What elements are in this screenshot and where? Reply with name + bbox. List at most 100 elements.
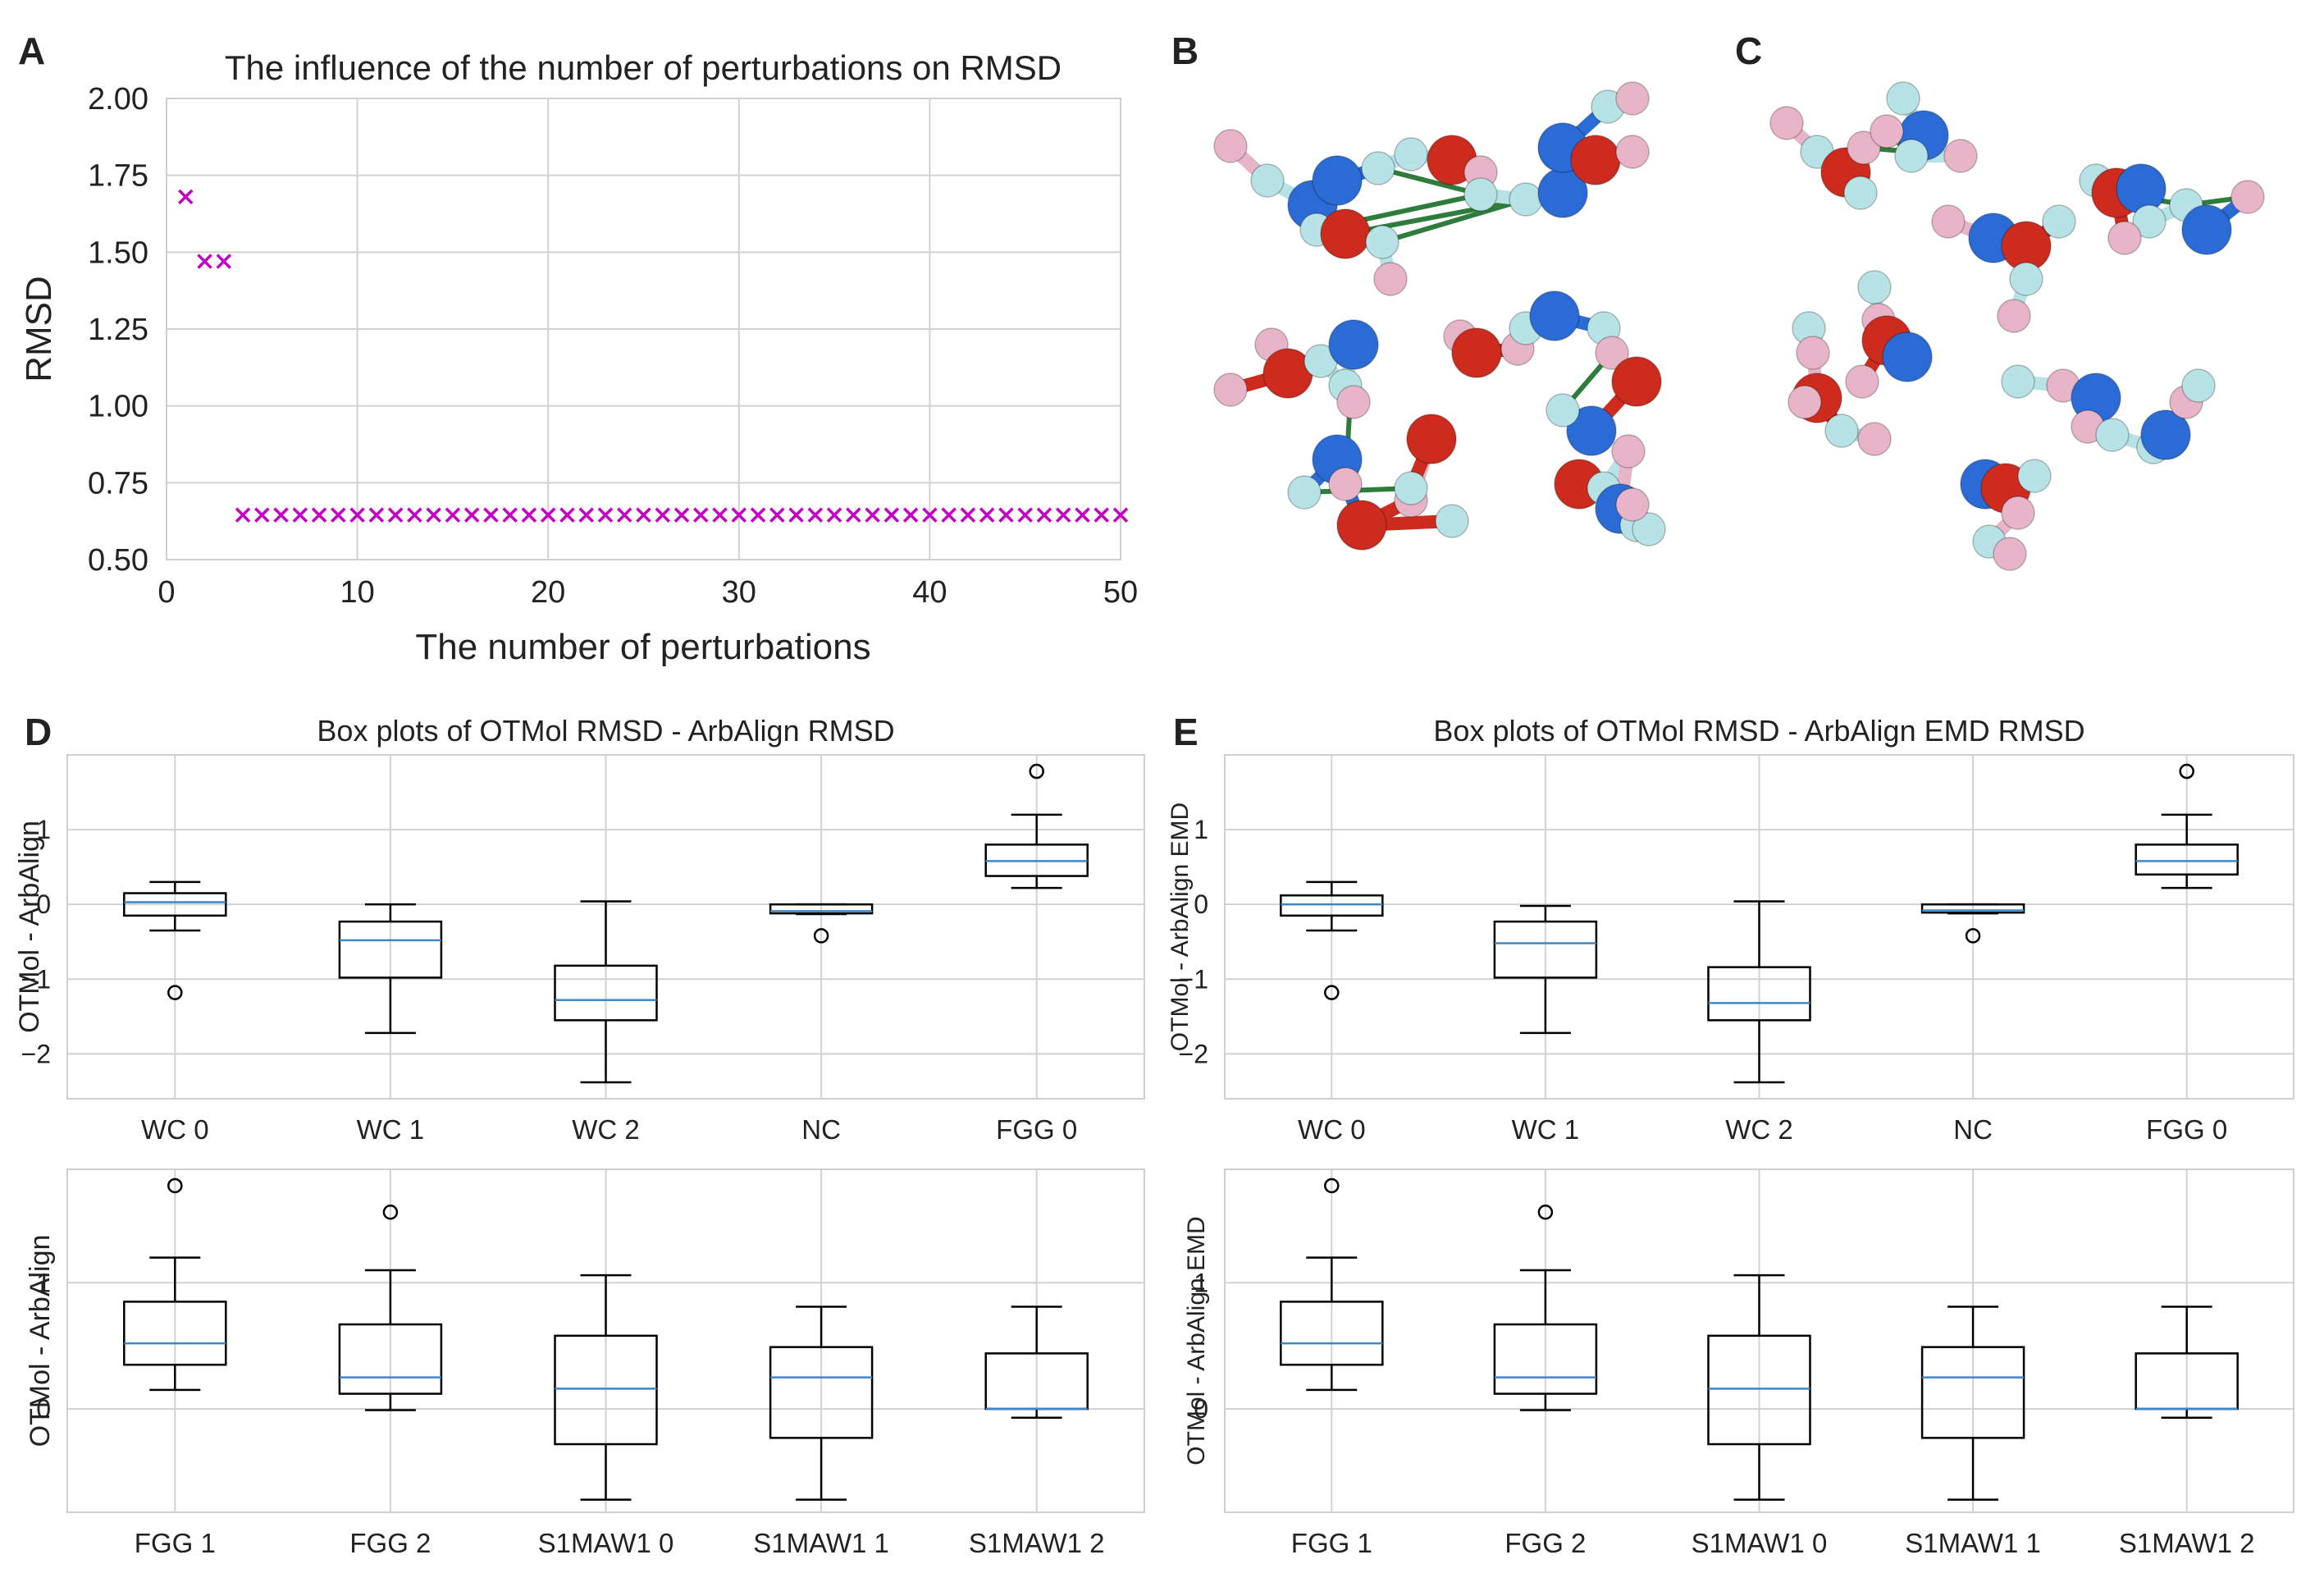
- atom: [1566, 405, 1617, 456]
- atom: [1997, 299, 2031, 333]
- scatter-point: [960, 507, 976, 523]
- box-flier: [1537, 1205, 1554, 1220]
- hydrogen-bond: [1381, 197, 1527, 245]
- y-axis-label: RMSD: [19, 276, 59, 382]
- atom: [1529, 290, 1580, 341]
- scatter-point: [311, 507, 327, 523]
- atom: [1509, 182, 1543, 217]
- panel-letter-a: A: [18, 30, 45, 72]
- atom: [1931, 204, 1966, 239]
- atom: [2107, 221, 2142, 255]
- scatter-point: [865, 507, 880, 523]
- atom: [1894, 139, 1929, 173]
- atom: [1406, 414, 1457, 464]
- y-tick-label: 1: [1194, 815, 1208, 844]
- x-tick-label: FGG 1: [135, 1528, 216, 1558]
- panel-letter-e: E: [1173, 711, 1199, 753]
- atom: [1394, 137, 1428, 171]
- x-tick-label: 50: [1103, 575, 1138, 610]
- scatter-point: [407, 507, 422, 523]
- x-tick-label: S1MAW1 2: [969, 1528, 1105, 1558]
- atom: [1796, 336, 1830, 370]
- scatter-point: [883, 507, 900, 523]
- atom: [1336, 500, 1387, 551]
- scatter-point: [331, 507, 346, 523]
- atom: [1595, 336, 1629, 370]
- atom: [2001, 364, 2035, 399]
- atom: [1824, 414, 1859, 448]
- y-tick-label: 0: [36, 889, 51, 919]
- scatter-point: [693, 507, 709, 523]
- scatter-point: [426, 507, 441, 523]
- scatter-point: [731, 507, 747, 523]
- atom: [2009, 262, 2043, 296]
- y-tick-label: 1: [36, 815, 51, 844]
- x-tick-label: 0: [158, 575, 175, 610]
- scatter-point: [807, 507, 824, 523]
- scatter-point: [1017, 507, 1033, 523]
- panel-letter-c: C: [1735, 30, 1762, 72]
- y-tick-label: 0: [1194, 889, 1208, 919]
- atom: [1320, 208, 1371, 259]
- y-tick-label: 1: [1194, 1268, 1208, 1297]
- x-tick-label: NC: [801, 1114, 841, 1145]
- box-iqr: [769, 1346, 874, 1439]
- box-flier: [1029, 763, 1044, 780]
- atom: [1328, 319, 1379, 370]
- atom: [1451, 327, 1502, 378]
- y-tick-label: −1: [21, 964, 51, 994]
- y-axis-label: OTMol - ArbAlign: [25, 1235, 56, 1447]
- atom: [2132, 204, 2166, 239]
- scatter-point: [349, 507, 365, 523]
- atom: [2230, 180, 2265, 214]
- box-iqr: [554, 1334, 658, 1446]
- box-flier: [1965, 928, 1981, 944]
- atom: [1993, 537, 2027, 571]
- chart-d-top-boxplots: −2 −1 0 1 WC 0 WC 1 WC 2 NC FGG 0 Box plots of OT…: [14, 714, 1145, 1145]
- box-iqr: [1493, 1323, 1598, 1395]
- scatter-point: [597, 507, 614, 523]
- box-iqr: [338, 1323, 443, 1395]
- atom: [1769, 106, 1804, 140]
- molecule-cluster-b-image: [1213, 81, 1666, 551]
- chart-d-bottom-boxplots: 0 1 FGG 1 FGG 2 S1MAW1 0 S1MAW1 1 S1MAW1 2 OTMo…: [25, 1168, 1145, 1558]
- plot-frame: [1224, 1168, 2294, 1513]
- atom: [1336, 385, 1371, 419]
- atom: [2095, 418, 2130, 452]
- y-tick-label: 1.75: [88, 159, 148, 194]
- x-tick-label: S1MAW1 2: [2119, 1528, 2255, 1558]
- chart-e-top-boxplots: −2 −1 0 1 WC 0 WC 1 WC 2 NC FGG 0 Box plots of OT…: [1167, 714, 2294, 1145]
- atom: [1312, 155, 1363, 206]
- scatter-point: [292, 507, 308, 523]
- scatter-point: [463, 507, 480, 523]
- scatter-point: [902, 507, 919, 523]
- atom: [1570, 135, 1621, 185]
- scatter-point: [1036, 507, 1052, 523]
- y-tick-label: 0: [36, 1394, 51, 1424]
- scatter-point: [216, 254, 232, 269]
- scatter-point: [540, 507, 556, 523]
- box-iqr: [123, 892, 227, 917]
- atom: [1886, 81, 1920, 116]
- box-flier: [167, 985, 183, 1000]
- box-iqr: [1707, 966, 1811, 1022]
- y-tick-label: −1: [1179, 964, 1208, 994]
- scatter-point: [712, 507, 728, 523]
- scatter-point: [636, 507, 651, 523]
- box-flier: [1324, 985, 1340, 1000]
- scatter-point: [273, 507, 289, 523]
- scatter-point: [846, 507, 861, 523]
- atom: [1394, 471, 1428, 505]
- x-tick-label: FGG 2: [1504, 1528, 1586, 1558]
- y-tick-label: −2: [21, 1039, 51, 1068]
- y-tick-label: 1.25: [88, 313, 148, 347]
- atom: [2181, 368, 2216, 403]
- scatter-point: [769, 507, 785, 523]
- plot-frame: [66, 754, 1145, 1100]
- y-tick-label: 1: [36, 1268, 51, 1297]
- chart-title: Box plots of OTMol RMSD - ArbAlign RMSD: [317, 714, 894, 748]
- atom: [1857, 422, 1892, 456]
- box-iqr: [1920, 1346, 2025, 1439]
- box-flier: [2179, 763, 2194, 780]
